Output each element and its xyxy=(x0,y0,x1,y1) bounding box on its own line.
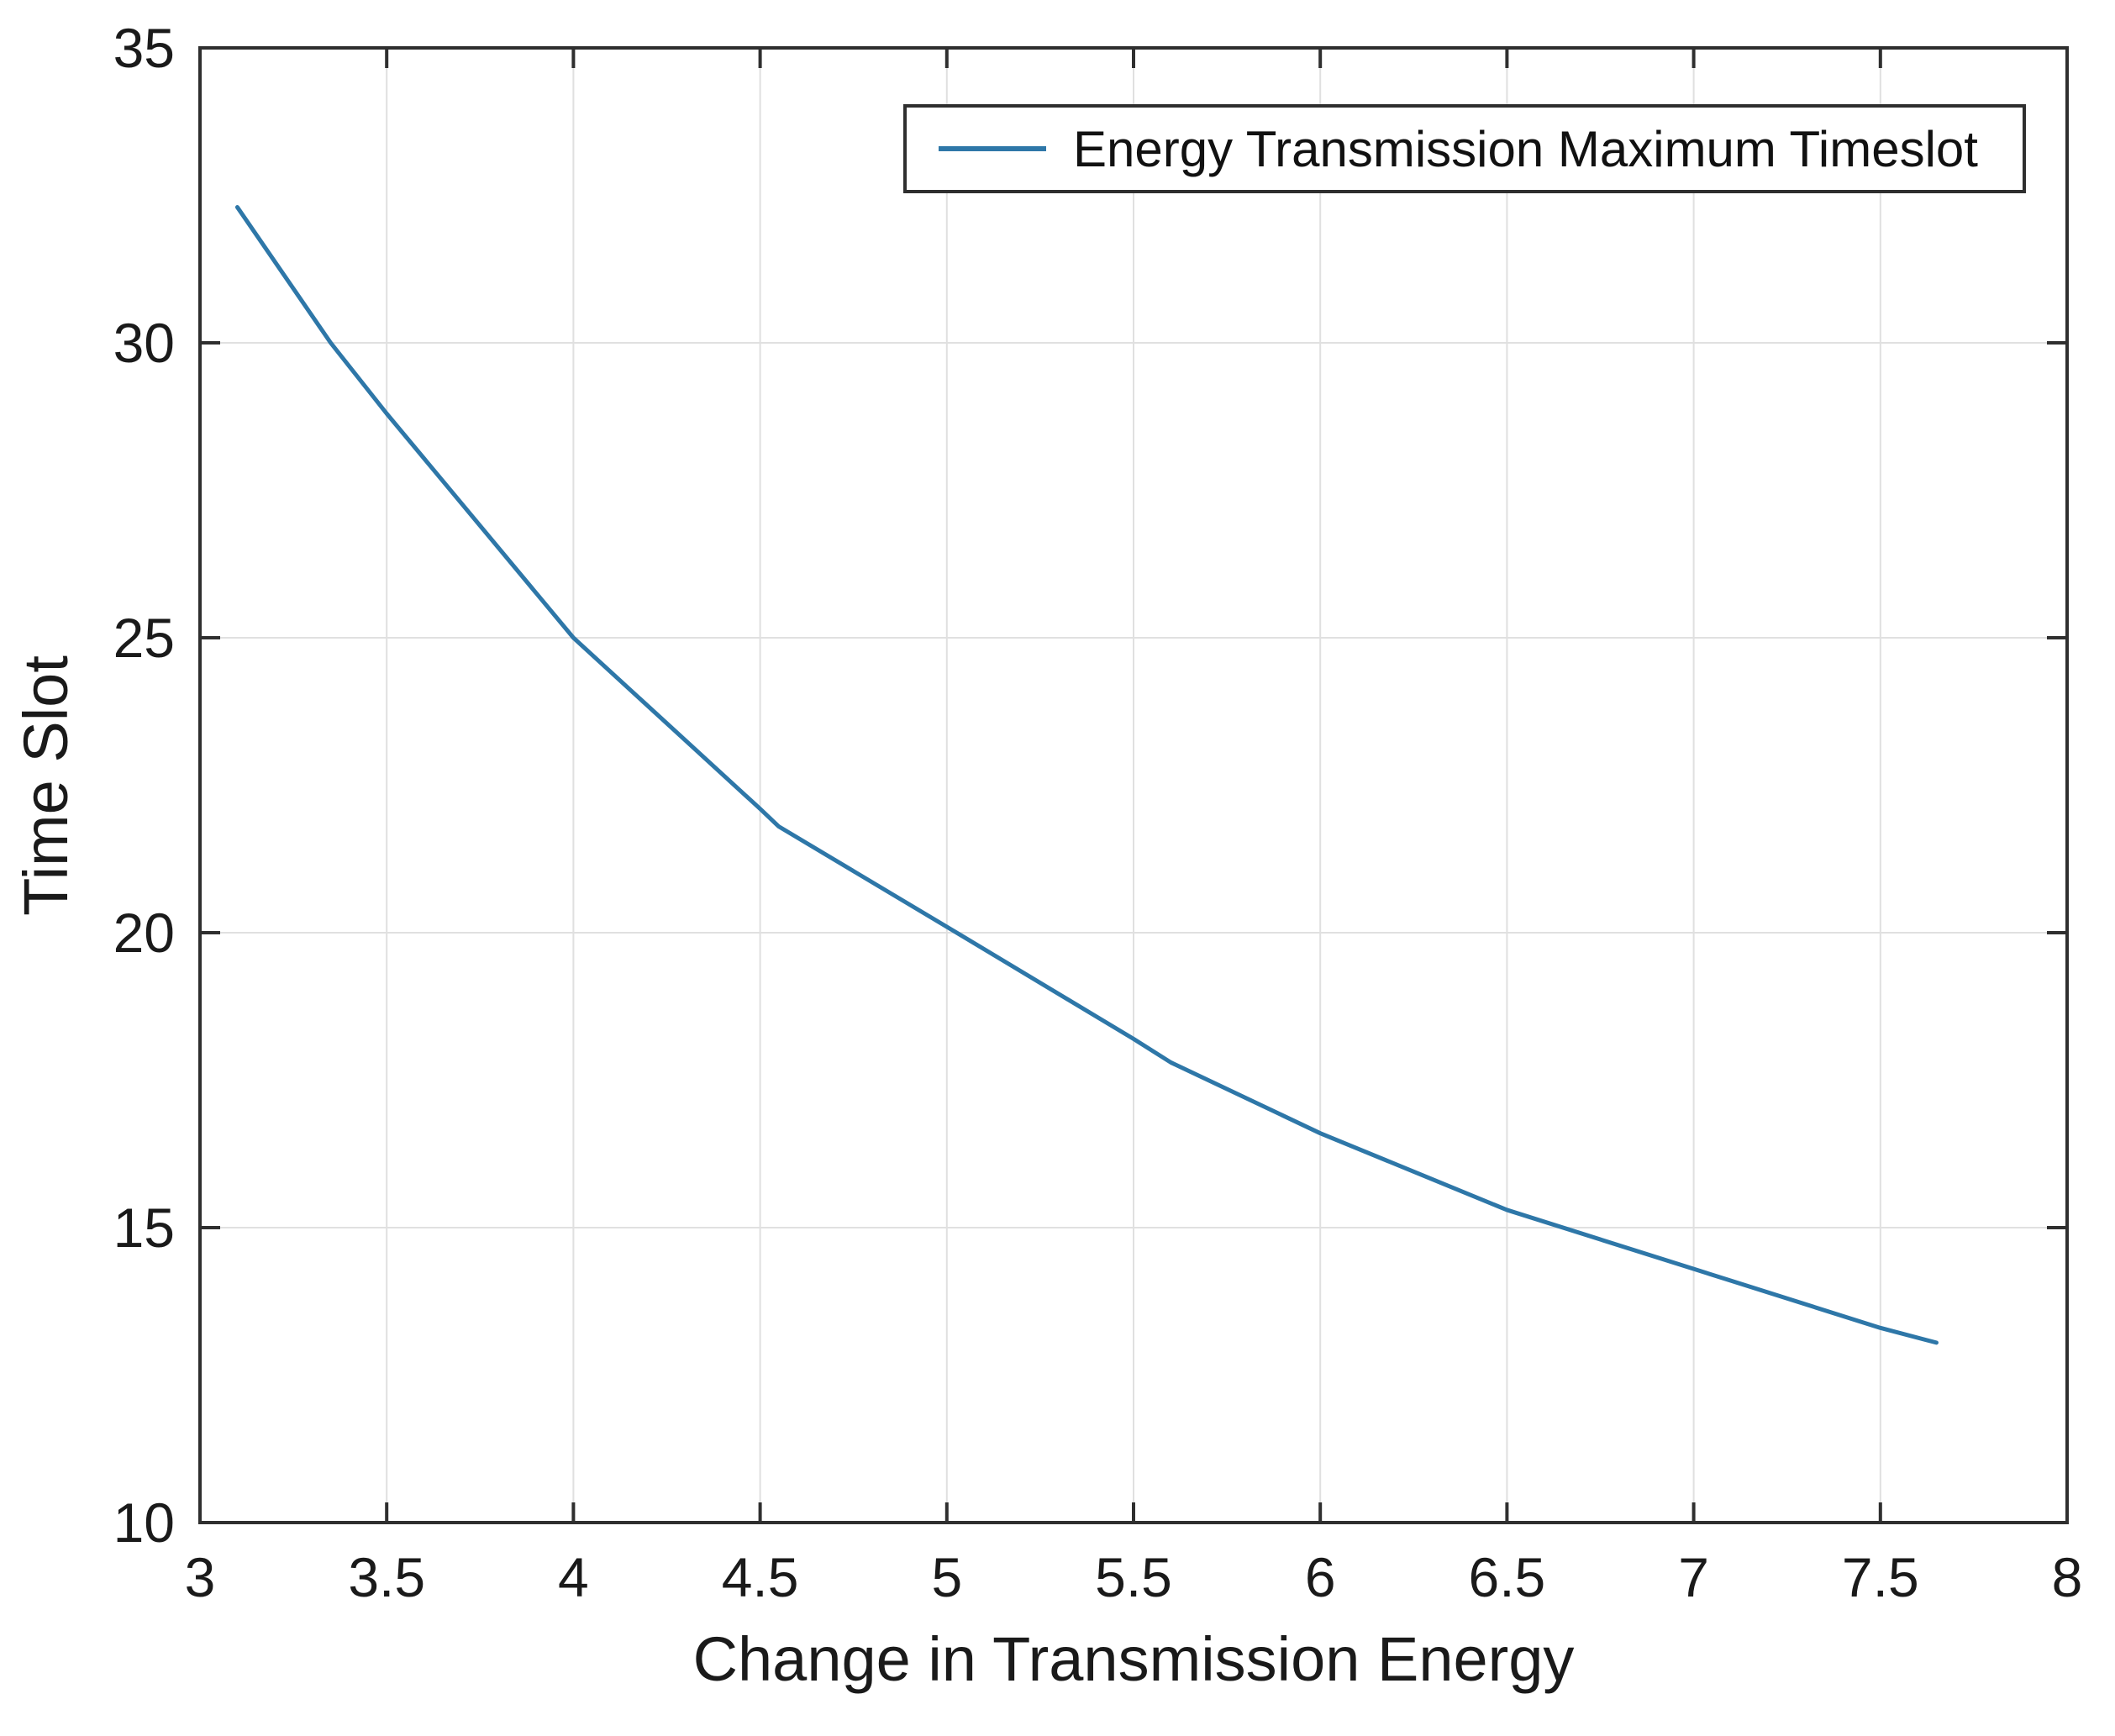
x-tick-label: 5 xyxy=(931,1546,962,1608)
gridlines xyxy=(199,47,2068,1523)
series-line xyxy=(234,205,1939,1345)
x-tick-label: 8 xyxy=(2052,1546,2083,1608)
x-tick-label: 6.5 xyxy=(1469,1546,1546,1608)
x-axis-label: Change in Transmission Energy xyxy=(693,1624,1575,1694)
y-tick-label: 20 xyxy=(113,902,175,964)
x-tick-label: 7.5 xyxy=(1842,1546,1919,1608)
x-tick-labels: 3 3.5 4 4.5 5 5.5 6 6.5 7 7.5 8 xyxy=(185,1546,2083,1608)
y-tick-label: 25 xyxy=(113,607,175,669)
legend-line-sample-icon xyxy=(939,146,1046,151)
x-tick-label: 4.5 xyxy=(722,1546,799,1608)
y-tick-label: 10 xyxy=(113,1491,175,1554)
y-tick-label: 30 xyxy=(113,312,175,374)
y-axis-label: Time Slot xyxy=(11,655,81,916)
axis-ticks xyxy=(198,46,2069,1524)
legend-label: Energy Transmission Maximum Timeslot xyxy=(1073,120,1978,177)
y-tick-label: 35 xyxy=(113,17,175,79)
series-line-group xyxy=(234,205,1939,1345)
x-tick-label: 4 xyxy=(558,1546,589,1608)
x-tick-label: 3.5 xyxy=(348,1546,425,1608)
x-tick-label: 6 xyxy=(1305,1546,1336,1608)
x-tick-label: 3 xyxy=(185,1546,216,1608)
x-tick-label: 7 xyxy=(1678,1546,1709,1608)
legend: Energy Transmission Maximum Timeslot xyxy=(903,104,2026,193)
y-tick-label: 15 xyxy=(113,1197,175,1259)
x-tick-label: 5.5 xyxy=(1095,1546,1172,1608)
y-tick-labels: 10 15 20 25 30 35 xyxy=(113,17,175,1554)
